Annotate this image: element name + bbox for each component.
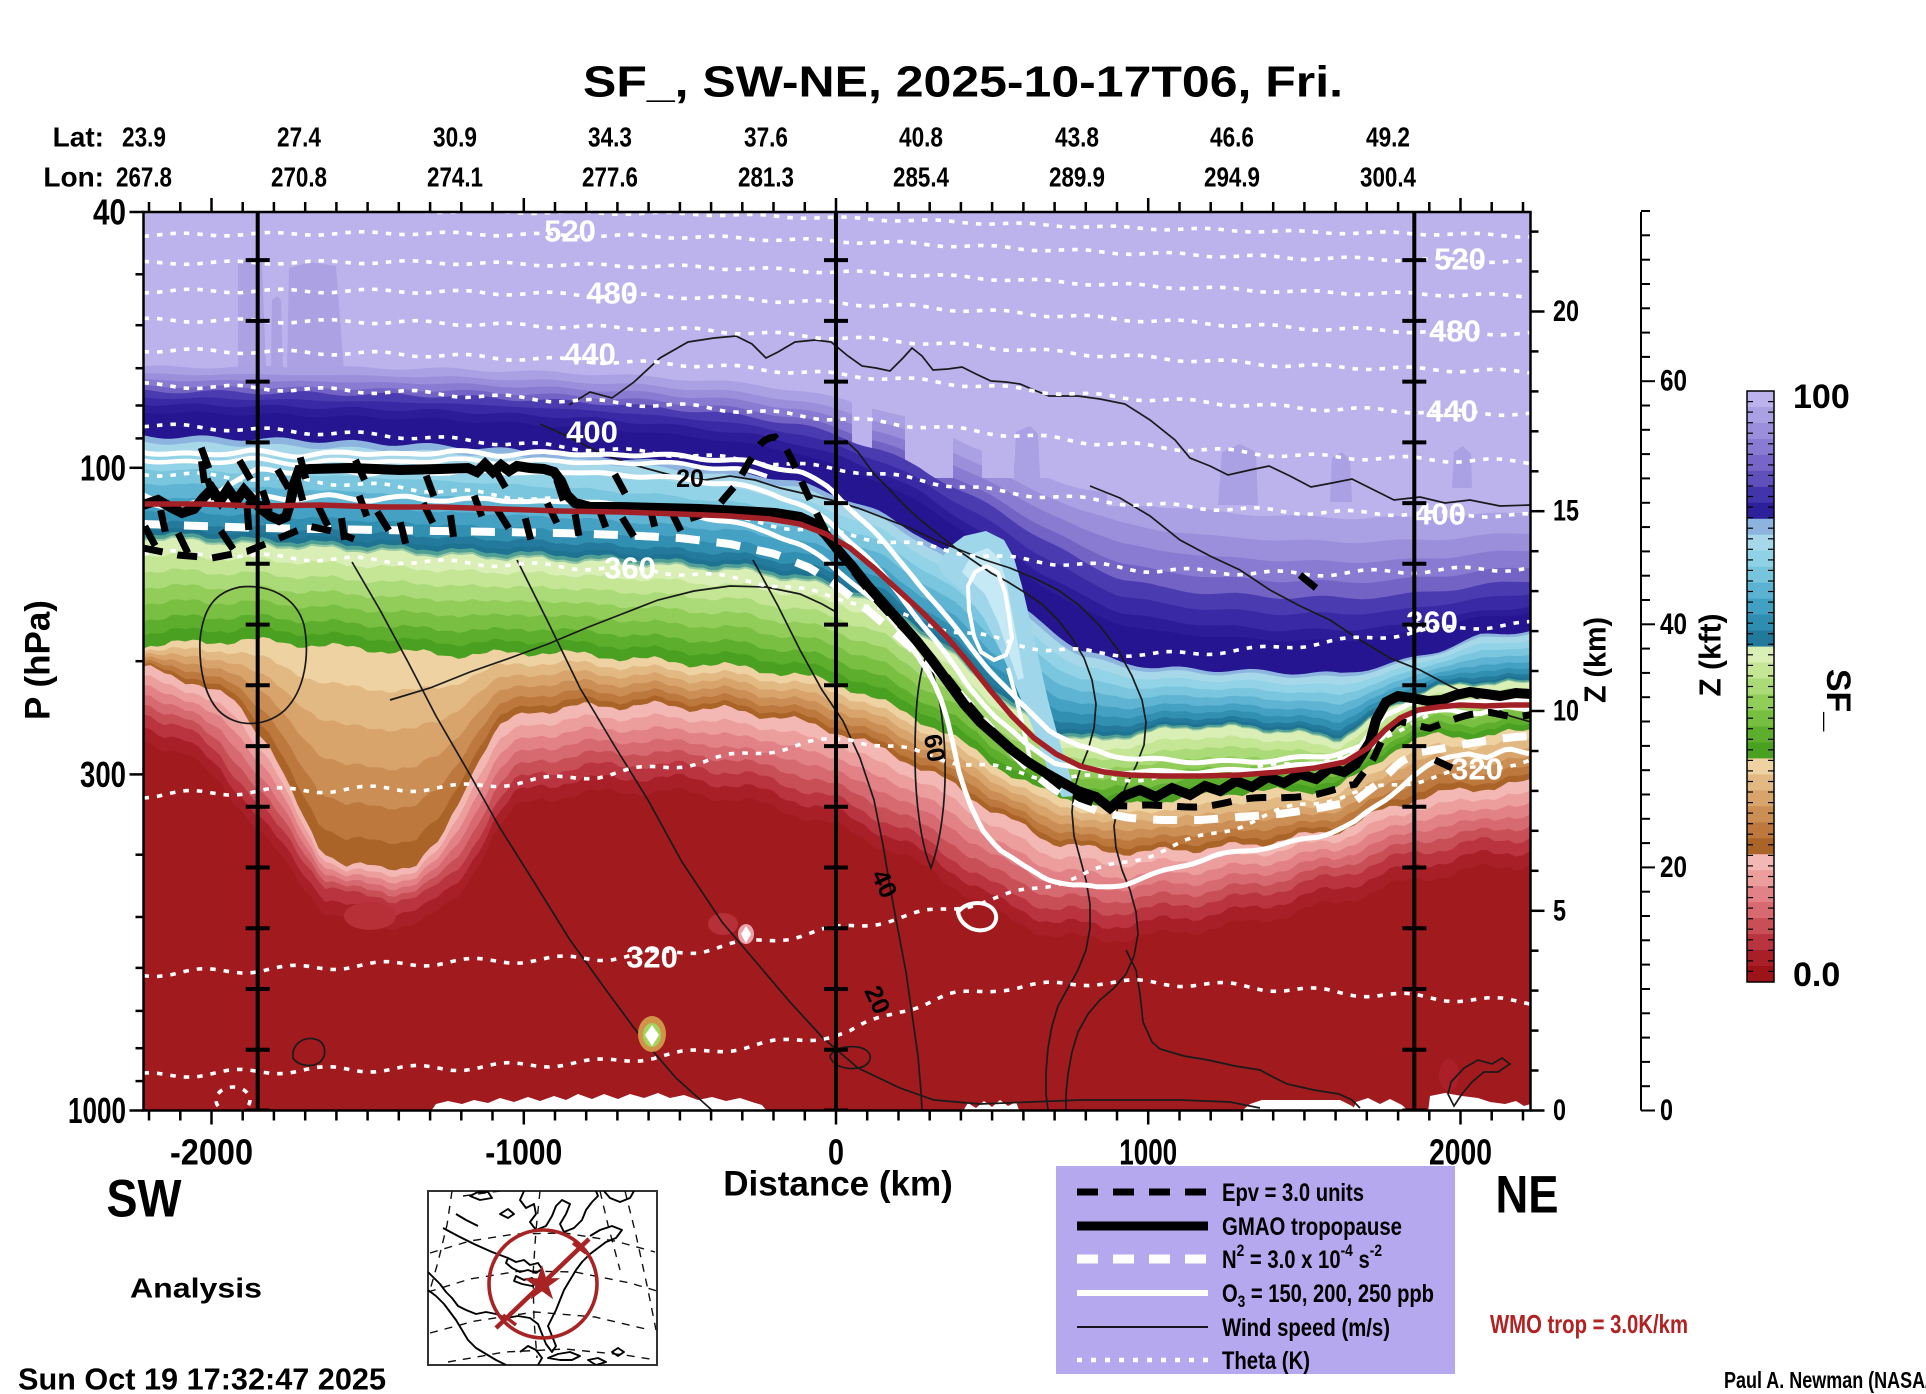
- svg-text:-2000: -2000: [170, 1132, 253, 1173]
- svg-text:0: 0: [828, 1132, 844, 1173]
- svg-text:Z (kft): Z (kft): [1693, 614, 1728, 697]
- svg-text:520: 520: [544, 214, 596, 249]
- svg-text:0: 0: [1660, 1094, 1673, 1127]
- svg-text:40: 40: [93, 192, 126, 233]
- svg-text:Paul A. Newman (NASA/GSFC): Paul A. Newman (NASA/GSFC): [1724, 1367, 1926, 1393]
- svg-text:Theta (K): Theta (K): [1222, 1347, 1310, 1375]
- svg-text:10: 10: [1553, 695, 1579, 728]
- svg-text:360: 360: [604, 551, 656, 586]
- svg-text:270.8: 270.8: [271, 162, 327, 193]
- svg-text:Wind speed (m/s): Wind speed (m/s): [1222, 1314, 1390, 1342]
- svg-text:100: 100: [80, 447, 126, 488]
- svg-text:Epv = 3.0 units: Epv = 3.0 units: [1222, 1179, 1364, 1207]
- svg-text:Analysis: Analysis: [130, 1273, 262, 1304]
- svg-text:23.9: 23.9: [122, 122, 166, 153]
- svg-text:440: 440: [564, 337, 616, 372]
- svg-text:15: 15: [1553, 495, 1579, 528]
- svg-text:2000: 2000: [1429, 1132, 1492, 1173]
- svg-text:GMAO tropopause: GMAO tropopause: [1222, 1213, 1402, 1241]
- svg-text:480: 480: [586, 276, 638, 311]
- svg-text:40.8: 40.8: [899, 122, 943, 153]
- svg-text:SF_: SF_: [1819, 669, 1857, 732]
- svg-text:Lat:: Lat:: [53, 122, 104, 153]
- svg-text:20: 20: [676, 465, 704, 493]
- svg-text:20: 20: [1660, 851, 1687, 884]
- svg-text:SF_, SW-NE, 2025-10-17T06, Fri: SF_, SW-NE, 2025-10-17T06, Fri.: [583, 58, 1343, 107]
- svg-text:320: 320: [626, 940, 678, 975]
- svg-text:400: 400: [566, 415, 618, 450]
- svg-text:NE: NE: [1496, 1166, 1559, 1225]
- svg-text:27.4: 27.4: [277, 122, 321, 153]
- svg-text:N2 = 3.0 x 10-4 s-2: N2 = 3.0 x 10-4 s-2: [1222, 1241, 1382, 1275]
- svg-text:37.6: 37.6: [744, 122, 788, 153]
- svg-text:480: 480: [1429, 314, 1481, 349]
- svg-text:320: 320: [1451, 752, 1503, 787]
- svg-text:277.6: 277.6: [582, 162, 638, 193]
- svg-text:274.1: 274.1: [427, 162, 483, 193]
- svg-text:300.4: 300.4: [1360, 162, 1416, 193]
- svg-text:5: 5: [1553, 894, 1566, 927]
- svg-text:SW: SW: [107, 1170, 182, 1229]
- svg-text:40: 40: [1660, 608, 1687, 641]
- svg-text:60: 60: [918, 732, 950, 764]
- svg-text:34.3: 34.3: [588, 122, 632, 153]
- svg-text:520: 520: [1434, 242, 1486, 277]
- svg-text:30.9: 30.9: [433, 122, 477, 153]
- svg-text:440: 440: [1426, 394, 1478, 429]
- svg-text:267.8: 267.8: [116, 162, 172, 193]
- svg-text:100: 100: [1793, 378, 1850, 416]
- svg-text:Sun Oct 19 17:32:47 2025: Sun Oct 19 17:32:47 2025: [18, 1362, 386, 1394]
- svg-text:0.0: 0.0: [1793, 956, 1840, 994]
- svg-text:Lon:: Lon:: [43, 162, 104, 193]
- svg-text:Distance (km): Distance (km): [723, 1165, 953, 1204]
- svg-text:46.6: 46.6: [1210, 122, 1254, 153]
- svg-text:0: 0: [1553, 1094, 1566, 1127]
- svg-text:Z (km): Z (km): [1578, 617, 1613, 703]
- svg-text:43.8: 43.8: [1055, 122, 1099, 153]
- svg-text:20: 20: [1553, 295, 1579, 328]
- svg-text:WMO trop = 3.0K/km: WMO trop = 3.0K/km: [1490, 1309, 1688, 1339]
- svg-text:281.3: 281.3: [738, 162, 794, 193]
- svg-text:-1000: -1000: [485, 1132, 562, 1173]
- svg-text:300: 300: [80, 754, 126, 795]
- svg-text:1000: 1000: [68, 1090, 126, 1131]
- svg-text:60: 60: [1660, 365, 1687, 398]
- svg-text:294.9: 294.9: [1204, 162, 1260, 193]
- svg-text:285.4: 285.4: [893, 162, 949, 193]
- svg-text:1000: 1000: [1119, 1132, 1177, 1173]
- svg-text:P (hPa): P (hPa): [19, 600, 58, 720]
- svg-text:49.2: 49.2: [1366, 122, 1410, 153]
- svg-text:O3 = 150, 200, 250 ppb: O3 = 150, 200, 250 ppb: [1222, 1280, 1434, 1311]
- svg-text:289.9: 289.9: [1049, 162, 1105, 193]
